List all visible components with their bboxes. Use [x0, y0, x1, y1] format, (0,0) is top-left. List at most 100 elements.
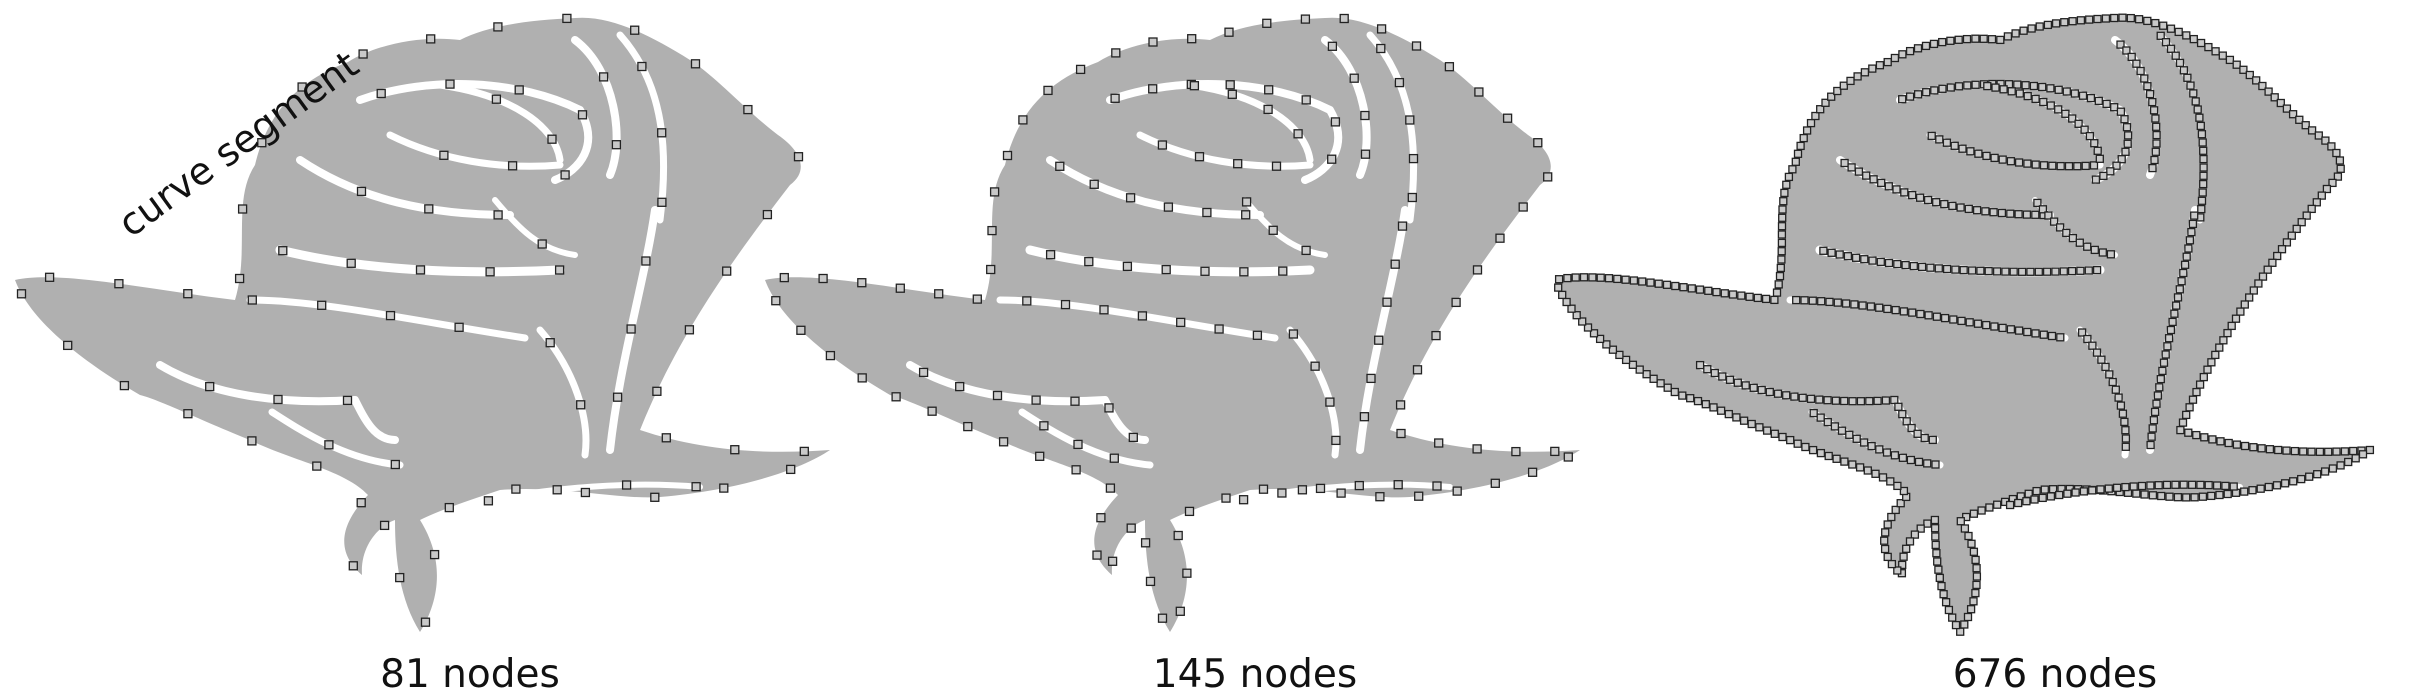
node-marker: [2193, 105, 2202, 114]
node-marker: [324, 440, 334, 450]
node-marker: [1958, 144, 1967, 153]
node-marker: [1431, 330, 1441, 341]
node-marker: [1390, 259, 1400, 269]
node-marker: [2204, 42, 2213, 52]
node-marker: [2313, 470, 2322, 479]
node-marker: [2150, 155, 2159, 165]
node-marker: [1502, 113, 1513, 123]
node-marker: [1974, 149, 1983, 158]
node-marker: [2076, 266, 2085, 275]
node-marker: [2078, 91, 2088, 100]
node-marker: [1349, 73, 1359, 83]
node-marker: [2322, 184, 2332, 194]
node-marker: [2140, 74, 2149, 83]
node-marker: [1710, 368, 1719, 378]
node-marker: [2152, 122, 2161, 131]
node-marker: [2110, 103, 2119, 112]
node-marker: [857, 278, 867, 288]
node-marker: [1225, 80, 1235, 90]
node-marker: [2199, 171, 2208, 180]
node-marker: [1899, 486, 1909, 496]
node-marker: [1779, 197, 1788, 206]
node-marker: [2165, 492, 2174, 501]
node-marker: [1898, 95, 1907, 104]
node-marker: [1031, 395, 1041, 405]
node-marker: [1875, 303, 1884, 312]
node-marker: [1891, 305, 1900, 315]
node-marker: [2170, 309, 2179, 318]
node-marker: [1878, 473, 1888, 482]
node-marker: [1310, 361, 1320, 371]
node-marker: [2240, 441, 2250, 451]
node-marker: [1954, 35, 1963, 44]
node-marker: [2022, 497, 2031, 506]
node-marker: [963, 421, 973, 432]
rose-panel-fine: [1555, 14, 2374, 635]
node-marker: [1075, 64, 1086, 75]
node-marker: [2198, 138, 2207, 147]
node-marker: [1976, 266, 1985, 275]
node-marker: [1092, 550, 1102, 560]
node-marker: [1200, 266, 1210, 276]
node-marker: [346, 258, 356, 268]
node-marker: [2056, 333, 2065, 342]
node-marker: [580, 487, 591, 498]
node-marker: [1786, 435, 1795, 445]
node-marker: [1924, 311, 1933, 320]
node-marker: [1022, 296, 1032, 306]
node-marker: [2229, 482, 2238, 491]
node-marker: [1793, 149, 1803, 158]
node-marker: [1408, 153, 1419, 164]
node-marker: [1898, 50, 1907, 59]
node-marker: [2156, 374, 2165, 384]
node-marker: [2264, 87, 2273, 96]
node-marker: [1693, 396, 1703, 406]
node-marker: [1839, 81, 1848, 90]
node-marker: [2258, 272, 2268, 281]
node-marker: [1916, 524, 1925, 533]
node-marker: [1930, 86, 1939, 95]
node-marker: [2197, 130, 2207, 139]
node-marker: [2199, 163, 2208, 172]
node-marker: [2256, 484, 2265, 493]
node-marker: [1882, 448, 1892, 457]
node-marker: [2126, 13, 2135, 23]
node-marker: [1923, 195, 1933, 205]
node-marker: [1848, 397, 1857, 406]
node-marker: [2349, 446, 2358, 456]
node-marker: [312, 461, 322, 471]
node-marker: [2093, 14, 2102, 24]
node-marker: [1157, 613, 1168, 623]
node-marker: [1360, 110, 1370, 121]
node-marker: [1148, 84, 1158, 94]
node-marker: [762, 209, 773, 220]
node-marker: [1780, 188, 1789, 198]
node-markers-medium: [771, 13, 1573, 623]
node-marker: [2019, 26, 2028, 35]
node-marker: [1913, 90, 1923, 99]
node-marker: [1184, 506, 1195, 517]
node-marker: [1770, 295, 1779, 305]
node-marker: [2146, 481, 2155, 490]
node-marker: [2328, 178, 2337, 188]
node-marker: [2081, 161, 2090, 171]
node-marker: [1649, 374, 1658, 383]
node-marker: [2195, 113, 2204, 122]
node-marker: [1374, 335, 1384, 345]
node-marker: [1686, 394, 1695, 403]
node-marker: [2173, 493, 2183, 502]
node-marker: [1739, 416, 1749, 425]
node-marker: [1563, 452, 1573, 462]
node-marker: [2068, 17, 2077, 26]
node-marker: [2063, 489, 2072, 498]
node-marker: [2225, 55, 2235, 65]
node-marker: [722, 266, 732, 276]
node-marker: [2183, 73, 2192, 82]
node-marker: [1671, 281, 1680, 291]
node-marker: [537, 239, 547, 249]
node-marker: [1264, 85, 1274, 95]
node-marker: [2092, 265, 2102, 275]
node-marker: [2112, 161, 2121, 170]
node-marker: [2031, 94, 2040, 104]
node-marker: [1880, 544, 1890, 554]
